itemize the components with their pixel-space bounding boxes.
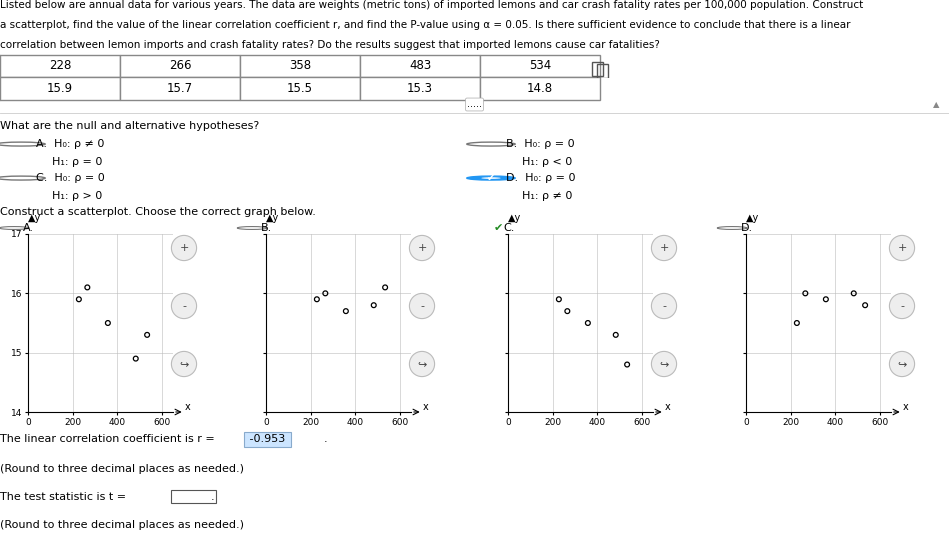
Point bbox=[858, 301, 873, 309]
Text: ↪: ↪ bbox=[898, 359, 906, 369]
Circle shape bbox=[409, 293, 435, 319]
Circle shape bbox=[409, 235, 435, 261]
Circle shape bbox=[172, 293, 196, 319]
Text: .: . bbox=[212, 492, 214, 501]
Circle shape bbox=[481, 177, 501, 179]
Text: -0.953: -0.953 bbox=[246, 435, 288, 444]
Text: .....: ..... bbox=[467, 100, 482, 109]
Text: ↪: ↪ bbox=[179, 359, 189, 369]
Point bbox=[608, 331, 623, 339]
Circle shape bbox=[409, 351, 435, 377]
Text: -: - bbox=[420, 301, 424, 311]
Bar bbox=[597, 64, 608, 78]
Point bbox=[318, 289, 333, 298]
Point bbox=[366, 301, 381, 309]
Text: x: x bbox=[664, 402, 670, 412]
Circle shape bbox=[0, 176, 46, 180]
Point bbox=[80, 283, 95, 292]
Text: Listed below are annual data for various years. The data are weights (metric ton: Listed below are annual data for various… bbox=[0, 0, 864, 10]
Circle shape bbox=[651, 351, 677, 377]
Text: ▲: ▲ bbox=[933, 100, 940, 109]
Point bbox=[71, 295, 86, 304]
Text: C.: C. bbox=[503, 223, 514, 233]
Circle shape bbox=[467, 142, 515, 146]
Text: B.: B. bbox=[261, 223, 272, 233]
Text: (Round to three decimal places as needed.): (Round to three decimal places as needed… bbox=[0, 463, 244, 474]
Text: .: . bbox=[324, 435, 327, 444]
Point bbox=[818, 295, 833, 304]
Text: ✔: ✔ bbox=[487, 173, 495, 183]
Text: +: + bbox=[660, 243, 669, 253]
Point bbox=[551, 295, 567, 304]
Point bbox=[140, 331, 155, 339]
Point bbox=[309, 295, 325, 304]
Circle shape bbox=[172, 235, 196, 261]
Text: H₁: ρ > 0: H₁: ρ > 0 bbox=[52, 191, 102, 202]
Point bbox=[798, 289, 813, 298]
Text: H₁: ρ < 0: H₁: ρ < 0 bbox=[522, 157, 572, 167]
FancyBboxPatch shape bbox=[171, 491, 216, 504]
Text: A.  H₀: ρ ≠ 0: A. H₀: ρ ≠ 0 bbox=[36, 139, 104, 150]
Point bbox=[128, 354, 143, 363]
Circle shape bbox=[651, 235, 677, 261]
Text: A.: A. bbox=[23, 223, 34, 233]
Text: x: x bbox=[422, 402, 428, 412]
Point bbox=[620, 360, 635, 369]
Text: correlation between lemon imports and crash fatality rates? Do the results sugge: correlation between lemon imports and cr… bbox=[0, 40, 660, 49]
Point bbox=[101, 319, 116, 327]
Circle shape bbox=[889, 351, 915, 377]
Text: a scatterplot, find the value of the linear correlation coefficient r, and find : a scatterplot, find the value of the lin… bbox=[0, 20, 850, 30]
Text: What are the null and alternative hypotheses?: What are the null and alternative hypoth… bbox=[0, 121, 259, 131]
Text: ▲y: ▲y bbox=[746, 214, 759, 223]
Text: -: - bbox=[182, 301, 186, 311]
Text: -: - bbox=[900, 301, 904, 311]
Point bbox=[378, 283, 393, 292]
Text: ↪: ↪ bbox=[660, 359, 669, 369]
Text: ↪: ↪ bbox=[418, 359, 427, 369]
Point bbox=[790, 319, 805, 327]
Text: +: + bbox=[898, 243, 906, 253]
Point bbox=[847, 289, 862, 298]
Text: +: + bbox=[418, 243, 427, 253]
Circle shape bbox=[889, 293, 915, 319]
Text: D.  H₀: ρ = 0: D. H₀: ρ = 0 bbox=[507, 173, 576, 183]
Text: C.  H₀: ρ = 0: C. H₀: ρ = 0 bbox=[36, 173, 105, 183]
Text: ▲y: ▲y bbox=[28, 214, 41, 223]
Circle shape bbox=[467, 176, 515, 180]
Circle shape bbox=[172, 351, 196, 377]
Text: x: x bbox=[902, 402, 908, 412]
Point bbox=[338, 307, 353, 315]
Circle shape bbox=[0, 227, 29, 229]
Text: x: x bbox=[185, 402, 191, 412]
Circle shape bbox=[0, 142, 46, 146]
Circle shape bbox=[651, 293, 677, 319]
Text: ▲y: ▲y bbox=[266, 214, 279, 223]
Text: The test statistic is t =: The test statistic is t = bbox=[0, 492, 126, 501]
Text: The linear correlation coefficient is r =: The linear correlation coefficient is r … bbox=[0, 435, 214, 444]
Text: D.: D. bbox=[741, 223, 754, 233]
Text: B.  H₀: ρ = 0: B. H₀: ρ = 0 bbox=[507, 139, 575, 150]
Circle shape bbox=[237, 227, 267, 229]
Text: ✔: ✔ bbox=[493, 223, 503, 233]
Text: Construct a scatterplot. Choose the correct graph below.: Construct a scatterplot. Choose the corr… bbox=[0, 207, 316, 217]
Circle shape bbox=[717, 227, 747, 229]
Text: -: - bbox=[662, 301, 666, 311]
Text: (Round to three decimal places as needed.): (Round to three decimal places as needed… bbox=[0, 520, 244, 530]
Text: +: + bbox=[179, 243, 189, 253]
Text: H₁: ρ ≠ 0: H₁: ρ ≠ 0 bbox=[522, 191, 572, 202]
Point bbox=[580, 319, 595, 327]
Point bbox=[560, 307, 575, 315]
Circle shape bbox=[889, 235, 915, 261]
Bar bbox=[592, 62, 603, 76]
Text: H₁: ρ = 0: H₁: ρ = 0 bbox=[52, 157, 102, 167]
Text: ▲y: ▲y bbox=[508, 214, 521, 223]
